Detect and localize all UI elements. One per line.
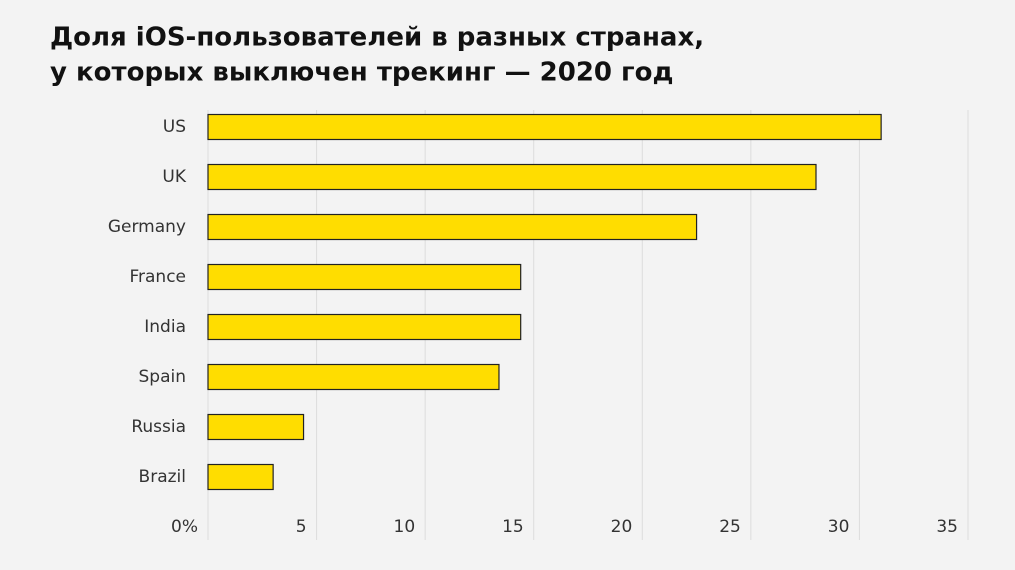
bar <box>207 413 305 441</box>
x-tick-label: 0% <box>171 517 198 537</box>
x-tick-label: 30 <box>828 517 850 537</box>
bar <box>207 213 698 241</box>
x-tick-label: 5 <box>296 517 307 537</box>
y-tick-label: US <box>163 117 186 137</box>
bar <box>207 363 500 391</box>
x-tick-label: 15 <box>502 517 524 537</box>
y-tick-label: UK <box>162 167 186 187</box>
chart-title: Доля iOS-пользователей в разных странах, <box>50 23 704 53</box>
x-tick-label: 35 <box>936 517 958 537</box>
bar <box>207 113 882 141</box>
y-tick-label: France <box>129 267 186 287</box>
y-tick-label: Brazil <box>139 467 186 487</box>
bar <box>207 263 522 291</box>
y-tick-label: Spain <box>139 367 187 387</box>
chart-title: у которых выключен трекинг — 2020 год <box>50 58 674 88</box>
y-tick-label: India <box>144 317 186 337</box>
bar <box>207 313 522 341</box>
x-tick-label: 20 <box>611 517 633 537</box>
x-tick-label: 10 <box>394 517 416 537</box>
bar <box>207 163 817 191</box>
y-tick-label: Russia <box>131 417 186 437</box>
bar <box>207 463 274 491</box>
x-tick-label: 25 <box>719 517 741 537</box>
y-tick-label: Germany <box>108 217 186 237</box>
